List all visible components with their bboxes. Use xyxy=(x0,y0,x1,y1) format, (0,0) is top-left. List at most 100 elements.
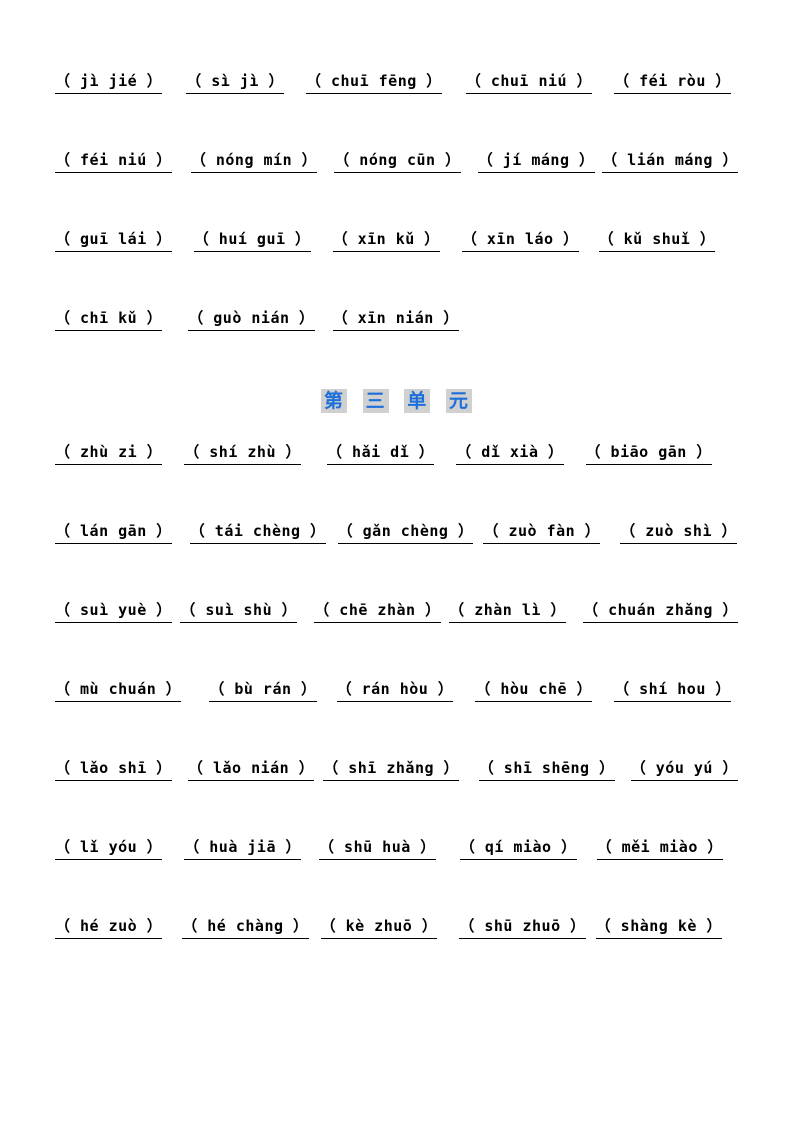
gap xyxy=(181,678,209,702)
pinyin-item: （ hé chàng ） xyxy=(182,915,308,939)
pinyin-row: （ hé zuò ）（ hé chàng ）（ kè zhuō ）（ shū z… xyxy=(55,915,738,939)
pinyin-item: （ guò nián ） xyxy=(188,307,314,331)
pinyin-item: （ xīn nián ） xyxy=(333,307,459,331)
pinyin-item: （ chuán zhǎng ） xyxy=(583,599,738,623)
pinyin-item: （ lǎo nián ） xyxy=(188,757,314,781)
gap xyxy=(326,520,338,544)
pinyin-item: （ shàng kè ） xyxy=(596,915,722,939)
gap xyxy=(162,307,188,331)
pinyin-item: （ féi niú ） xyxy=(55,149,172,173)
gap xyxy=(309,915,321,939)
pinyin-item: （ chuī fēng ） xyxy=(306,70,442,94)
gap xyxy=(172,228,194,252)
gap xyxy=(162,836,184,860)
pinyin-item: （ xīn kǔ ） xyxy=(333,228,440,252)
gap xyxy=(564,441,586,465)
gap xyxy=(162,441,184,465)
gap xyxy=(577,836,597,860)
pinyin-row: （ lǎo shī ）（ lǎo nián ）（ shī zhǎng ）（ sh… xyxy=(55,757,738,781)
pinyin-item: （ rán hòu ） xyxy=(337,678,454,702)
pinyin-item: （ féi ròu ） xyxy=(614,70,731,94)
pinyin-item: （ huà jiā ） xyxy=(184,836,301,860)
pinyin-row: （ chī kǔ ） （ guò nián ） （ xīn nián ） xyxy=(55,307,738,331)
unit-title: 第 三 单 元 xyxy=(55,386,738,413)
pinyin-item: （ biāo gān ） xyxy=(586,441,712,465)
pinyin-row: （ lán gān ） （ tái chèng ） （ gǎn chèng ） （ z… xyxy=(55,520,738,544)
pinyin-item: （ shí hou ） xyxy=(614,678,731,702)
unit-title-char-3: 单 xyxy=(404,389,430,413)
pinyin-row: （ lǐ yóu ） （ huà jiā ） （ shū huà ） （ qí mià… xyxy=(55,836,738,860)
pinyin-item: （ hòu chē ） xyxy=(475,678,592,702)
gap xyxy=(459,757,479,781)
gap xyxy=(441,599,450,623)
pinyin-item: （ dǐ xià ） xyxy=(456,441,563,465)
gap xyxy=(566,599,583,623)
pinyin-item: （ shī shēng ） xyxy=(479,757,615,781)
pinyin-row: （ zhù zi ）（ shí zhù ）（ hǎi dǐ ）（ dǐ xià … xyxy=(55,441,738,465)
pinyin-item: （ zhù zi ） xyxy=(55,441,162,465)
pinyin-item: （ nóng cūn ） xyxy=(334,149,460,173)
pinyin-item: （ zuò fàn ） xyxy=(483,520,600,544)
gap xyxy=(314,757,323,781)
gap xyxy=(297,599,314,623)
pinyin-item: （ nóng mín ） xyxy=(191,149,317,173)
gap xyxy=(442,70,466,94)
pinyin-item: （ jì jié ） xyxy=(55,70,162,94)
pinyin-item: （ qí miào ） xyxy=(460,836,577,860)
gap xyxy=(172,599,181,623)
pinyin-row: （ féi niú ） （ nóng mín ） （ nóng cūn ） （ jí … xyxy=(55,149,738,173)
pinyin-item: （ lán gān ） xyxy=(55,520,172,544)
pinyin-item: （ jí máng ） xyxy=(478,149,595,173)
pinyin-item: （ chuī niú ） xyxy=(466,70,592,94)
pinyin-item: （ yóu yú ） xyxy=(631,757,738,781)
pinyin-item: （ lǐ yóu ） xyxy=(55,836,162,860)
gap xyxy=(592,678,614,702)
gap xyxy=(317,149,334,173)
gap xyxy=(172,757,188,781)
pinyin-item: （ lián máng ） xyxy=(602,149,738,173)
pinyin-item: （ tái chèng ） xyxy=(190,520,326,544)
pinyin-item: （ shī zhǎng ） xyxy=(323,757,459,781)
pinyin-item: （ suì yuè ） xyxy=(55,599,172,623)
gap xyxy=(579,228,599,252)
gap xyxy=(301,441,327,465)
gap xyxy=(317,678,337,702)
unit-title-char-4: 元 xyxy=(446,389,472,413)
pinyin-item: （ chī kǔ ） xyxy=(55,307,162,331)
pinyin-item: （ chē zhàn ） xyxy=(314,599,440,623)
gap xyxy=(586,915,596,939)
section-2: （ zhù zi ）（ shí zhù ）（ hǎi dǐ ）（ dǐ xià … xyxy=(55,441,738,939)
pinyin-item: （ měi miào ） xyxy=(597,836,723,860)
pinyin-item: （ xīn láo ） xyxy=(462,228,579,252)
gap xyxy=(301,836,319,860)
pinyin-item: （ hé zuò ） xyxy=(55,915,162,939)
gap xyxy=(315,307,333,331)
gap xyxy=(600,520,620,544)
pinyin-item: （ shū zhuō ） xyxy=(459,915,585,939)
pinyin-item: （ shū huà ） xyxy=(319,836,436,860)
pinyin-item: （ bù rán ） xyxy=(209,678,316,702)
gap xyxy=(592,70,614,94)
pinyin-item: （ zuò shì ） xyxy=(620,520,737,544)
pinyin-item: （ gǎn chèng ） xyxy=(338,520,474,544)
gap xyxy=(172,149,191,173)
gap xyxy=(473,520,483,544)
gap xyxy=(311,228,333,252)
gap xyxy=(434,441,456,465)
gap xyxy=(162,915,182,939)
pinyin-item: （ kǔ shuǐ ） xyxy=(599,228,716,252)
unit-title-char-1: 第 xyxy=(321,389,347,413)
section-1: （ jì jié ） （ sì jì ） （ chuī fēng ） （ chuī n… xyxy=(55,70,738,331)
gap xyxy=(461,149,478,173)
gap xyxy=(436,836,460,860)
pinyin-row: （ jì jié ） （ sì jì ） （ chuī fēng ） （ chuī n… xyxy=(55,70,738,94)
gap xyxy=(440,228,462,252)
gap xyxy=(162,70,186,94)
pinyin-item: （ huí guī ） xyxy=(194,228,311,252)
pinyin-row: （ mù chuán ）（ bù rán ）（ rán hòu ）（ hòu c… xyxy=(55,678,738,702)
unit-title-char-2: 三 xyxy=(363,389,389,413)
pinyin-item: （ guī lái ） xyxy=(55,228,172,252)
pinyin-item: （ sì jì ） xyxy=(186,70,284,94)
gap xyxy=(595,149,603,173)
pinyin-item: （ shí zhù ） xyxy=(184,441,301,465)
